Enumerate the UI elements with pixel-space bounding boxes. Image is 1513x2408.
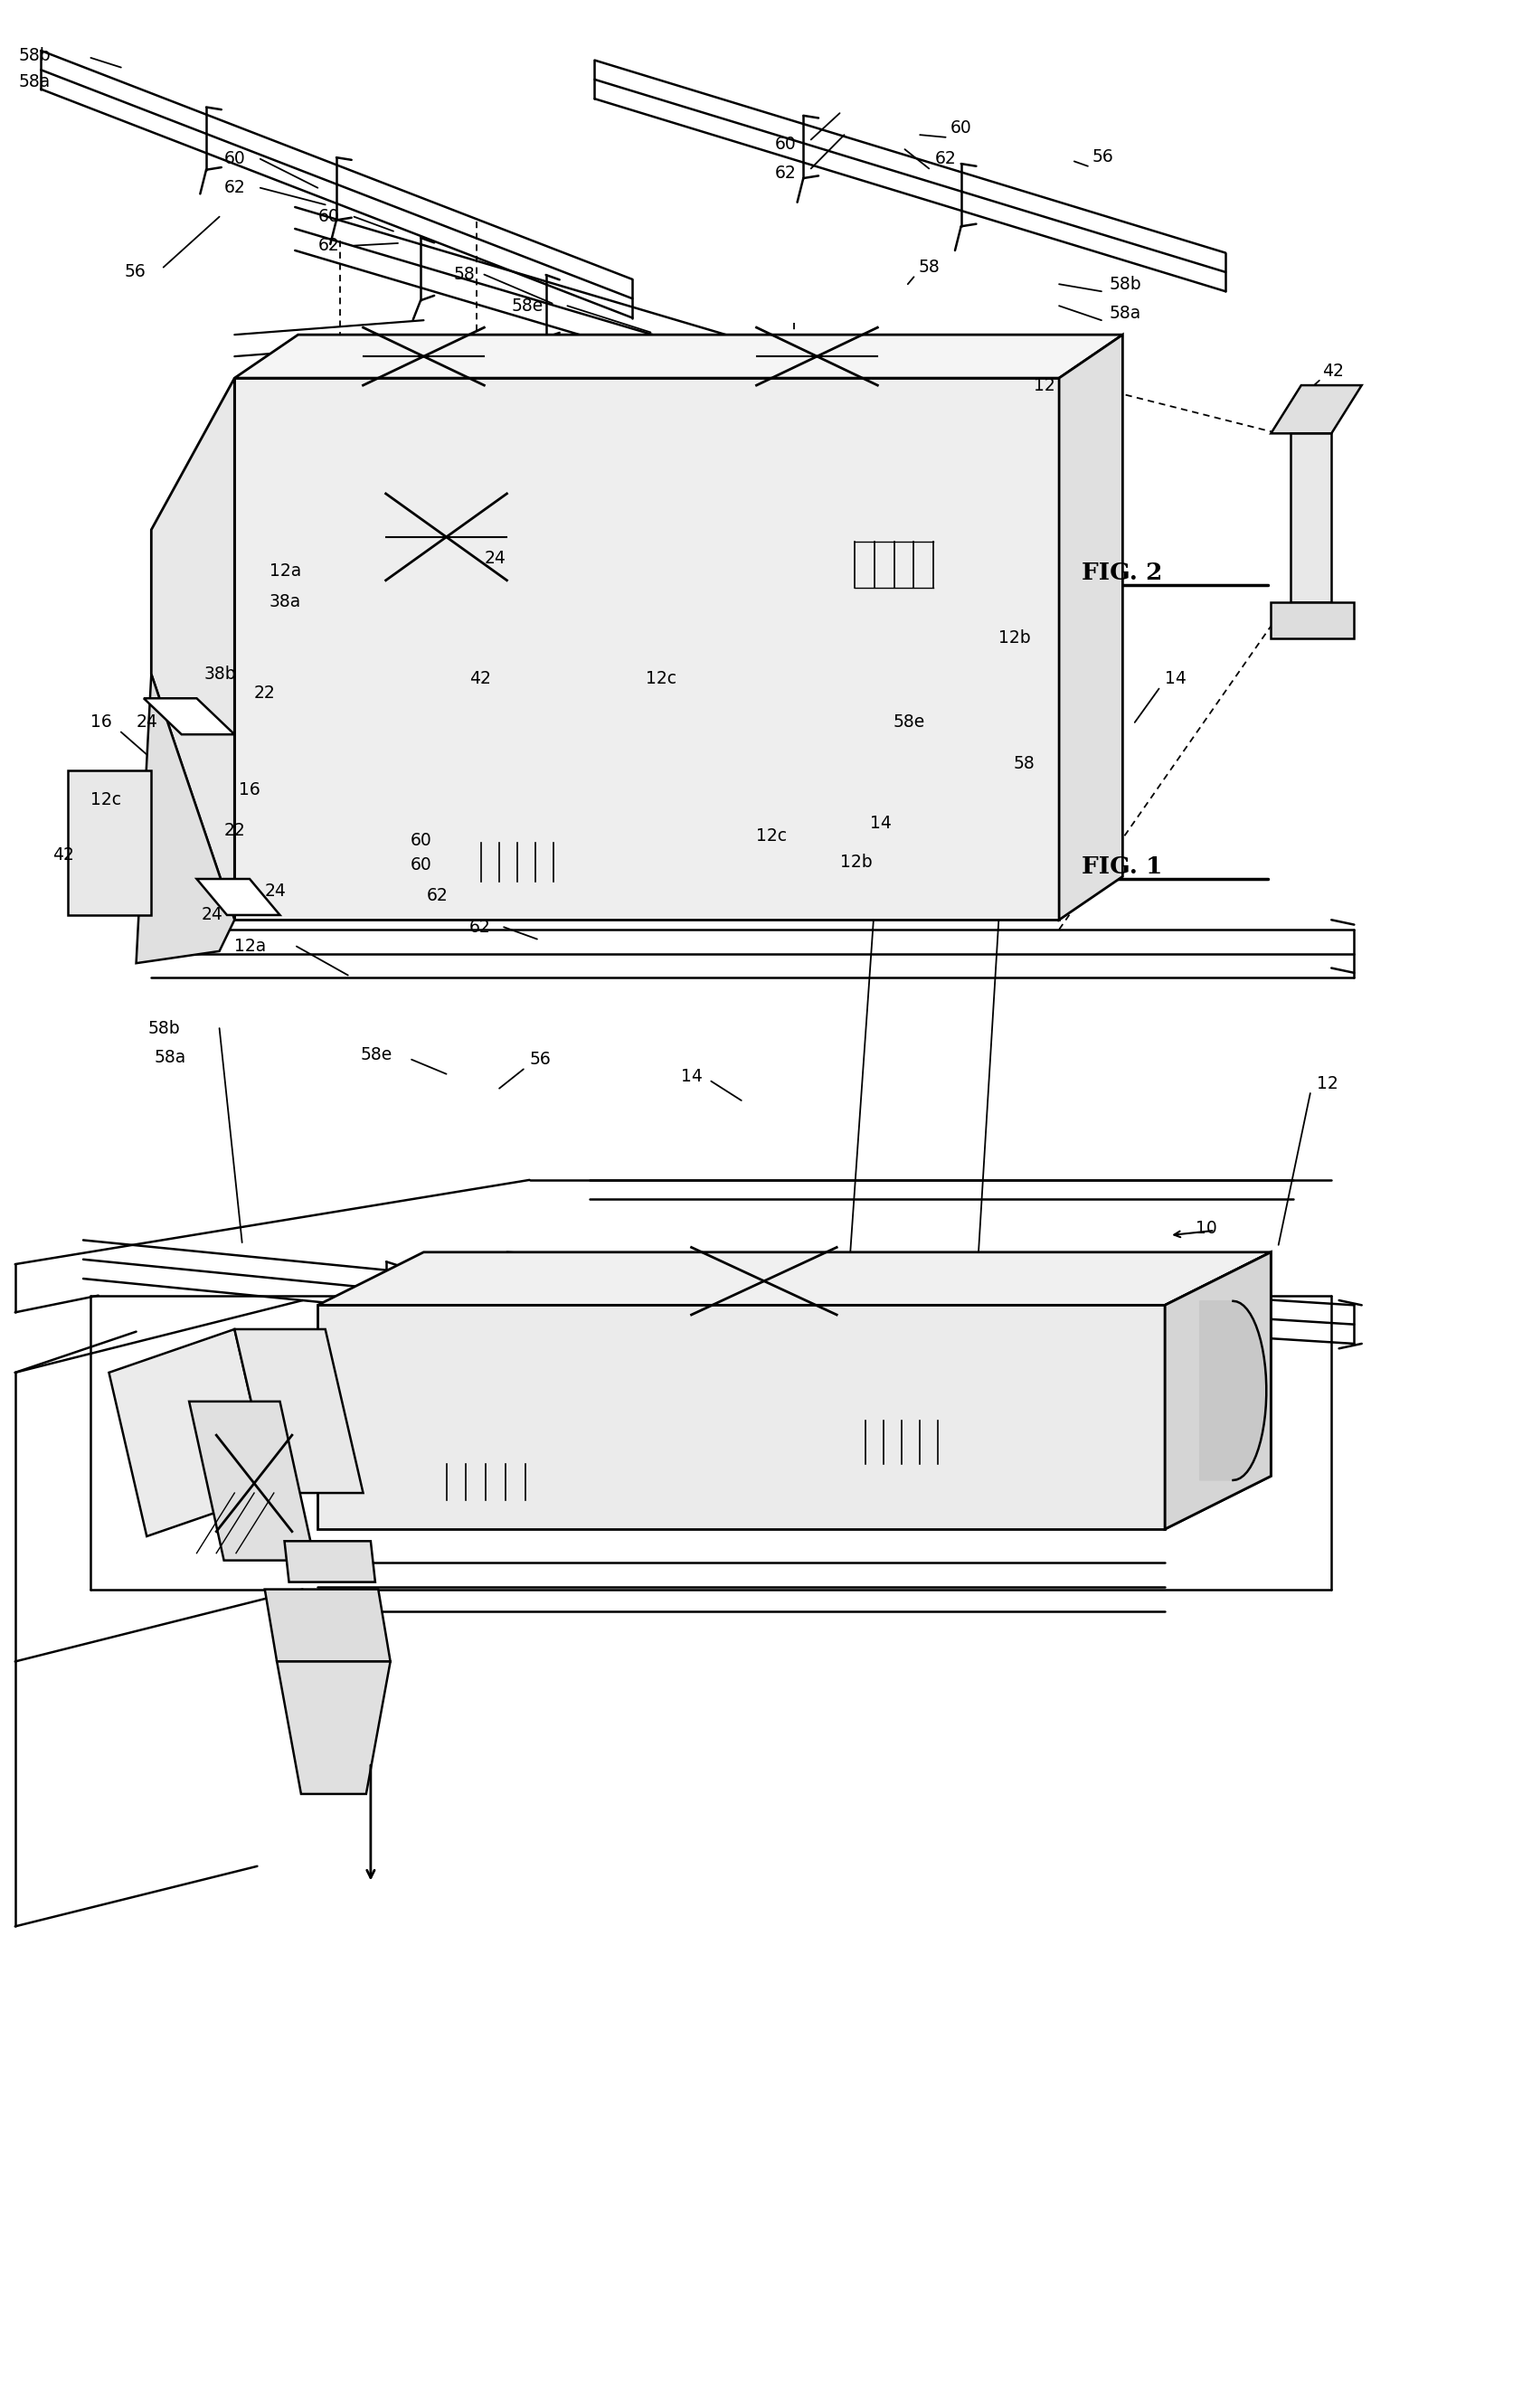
Text: 16: 16 xyxy=(239,780,260,799)
Text: 56: 56 xyxy=(530,1050,551,1069)
Text: 62: 62 xyxy=(469,917,490,937)
Text: 10: 10 xyxy=(1195,1218,1216,1238)
Text: 16: 16 xyxy=(91,713,112,732)
Text: 58a: 58a xyxy=(18,72,50,92)
Polygon shape xyxy=(189,1401,315,1560)
Text: 60: 60 xyxy=(410,831,431,850)
Text: 38a: 38a xyxy=(269,592,301,612)
Polygon shape xyxy=(136,674,235,963)
Text: 62: 62 xyxy=(224,178,245,197)
Text: 12a: 12a xyxy=(269,561,301,580)
Text: 14: 14 xyxy=(870,814,891,833)
Text: 58b: 58b xyxy=(1109,275,1141,294)
Text: 58: 58 xyxy=(454,265,475,284)
Text: 24: 24 xyxy=(484,549,505,568)
Text: 12a: 12a xyxy=(235,937,266,956)
Text: 58a: 58a xyxy=(1109,303,1141,323)
Text: 58e: 58e xyxy=(893,713,924,732)
Polygon shape xyxy=(144,698,235,734)
Text: 12c: 12c xyxy=(646,669,676,689)
Polygon shape xyxy=(235,335,1123,378)
Text: 56: 56 xyxy=(124,262,145,282)
Polygon shape xyxy=(1291,433,1331,602)
Polygon shape xyxy=(265,1589,390,1662)
Text: 58b: 58b xyxy=(148,1019,180,1038)
Text: 12: 12 xyxy=(1033,376,1055,395)
Polygon shape xyxy=(1200,1300,1266,1481)
Polygon shape xyxy=(197,879,280,915)
Polygon shape xyxy=(68,771,151,915)
Text: 62: 62 xyxy=(935,149,956,169)
Text: 58e: 58e xyxy=(360,1045,392,1064)
Polygon shape xyxy=(109,1329,272,1536)
Polygon shape xyxy=(1165,1252,1271,1529)
Text: 60: 60 xyxy=(410,855,431,874)
Text: 22: 22 xyxy=(224,821,245,840)
Text: 58: 58 xyxy=(918,258,940,277)
Polygon shape xyxy=(284,1541,375,1582)
Text: 24: 24 xyxy=(201,905,222,925)
Text: 12b: 12b xyxy=(999,628,1030,648)
Text: 60: 60 xyxy=(224,149,245,169)
Text: 62: 62 xyxy=(318,236,339,255)
Text: 22: 22 xyxy=(254,684,275,703)
Text: 58a: 58a xyxy=(154,1047,186,1067)
Text: 60: 60 xyxy=(950,118,971,137)
Text: 60: 60 xyxy=(775,135,796,154)
Text: 24: 24 xyxy=(136,713,157,732)
Polygon shape xyxy=(1165,1252,1271,1529)
Text: 12c: 12c xyxy=(91,790,121,809)
Polygon shape xyxy=(151,378,235,920)
Polygon shape xyxy=(318,1305,1165,1529)
Text: 58e: 58e xyxy=(511,296,543,315)
Text: 12c: 12c xyxy=(756,826,787,845)
Text: 58b: 58b xyxy=(18,46,50,65)
Polygon shape xyxy=(235,1329,363,1493)
Text: 58: 58 xyxy=(1014,754,1035,773)
Text: 42: 42 xyxy=(1322,361,1344,380)
Text: 14: 14 xyxy=(1165,669,1186,689)
Polygon shape xyxy=(277,1662,390,1794)
Polygon shape xyxy=(1059,335,1123,920)
Text: FIG. 2: FIG. 2 xyxy=(1082,561,1162,585)
Text: 42: 42 xyxy=(53,845,74,864)
Text: 62: 62 xyxy=(775,164,796,183)
Text: 60: 60 xyxy=(318,207,339,226)
Text: 24: 24 xyxy=(265,881,286,901)
Text: 62: 62 xyxy=(427,886,448,905)
Text: 42: 42 xyxy=(469,669,490,689)
Polygon shape xyxy=(318,1252,1271,1305)
Polygon shape xyxy=(1271,602,1354,638)
Text: FIG. 1: FIG. 1 xyxy=(1082,855,1162,879)
Text: 56: 56 xyxy=(1092,147,1114,166)
Polygon shape xyxy=(235,378,1059,920)
Text: 38b: 38b xyxy=(204,665,236,684)
Text: 12: 12 xyxy=(1316,1074,1337,1093)
Text: 12b: 12b xyxy=(840,852,871,872)
Polygon shape xyxy=(1271,385,1362,433)
Text: 14: 14 xyxy=(681,1067,702,1086)
